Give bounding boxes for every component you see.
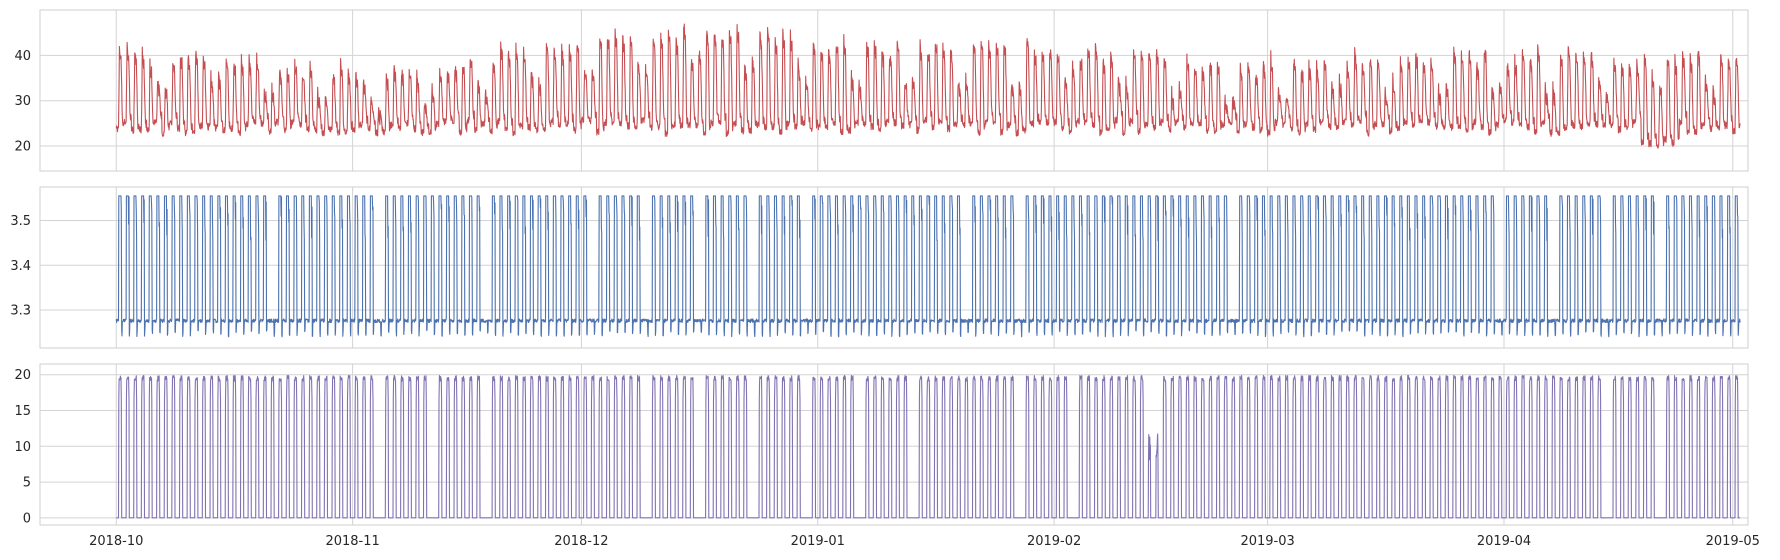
y-tick-label: 15 [14,404,31,419]
x-tick-label-2018-12: 2018-12 [554,534,608,549]
y-tick-label: 5 [23,476,31,491]
y-tick-label: 20 [14,140,31,155]
series-line-voltage [115,195,1741,338]
y-tick-label: 40 [14,49,31,64]
panel-frame [39,9,1749,172]
panel-frame [39,363,1749,526]
x-tick-label-2019-03: 2019-03 [1240,534,1294,549]
x-tick-label-2018-10: 2018-10 [89,534,143,549]
y-tick-label: 3.5 [10,214,31,229]
panel-frame [39,186,1749,349]
panel-power: 0 5 10 15 20 [14,363,1749,526]
series-line-temperature [115,23,1741,149]
y-tick-label: 10 [14,440,31,455]
y-tick-label: 30 [14,94,31,109]
series-line-power [116,374,1741,519]
y-tick-label: 20 [14,368,31,383]
x-axis: 2018-10 2018-11 2018-12 2019-01 2019-02 2019-… [89,534,1760,549]
x-tick-label-2019-05: 2019-05 [1706,534,1760,549]
x-tick-label-2019-04: 2019-04 [1477,534,1531,549]
x-tick-label-2019-01: 2019-01 [791,534,845,549]
panel-voltage: 3.3 3.4 3.5 [10,186,1749,349]
y-tick-label: 3.3 [10,303,31,318]
y-tick-label: 3.4 [10,259,31,274]
x-tick-label-2019-02: 2019-02 [1027,534,1081,549]
panel-temperature: 20 30 40 [14,9,1749,172]
y-tick-label: 0 [23,511,31,526]
x-tick-label-2018-11: 2018-11 [325,534,379,549]
